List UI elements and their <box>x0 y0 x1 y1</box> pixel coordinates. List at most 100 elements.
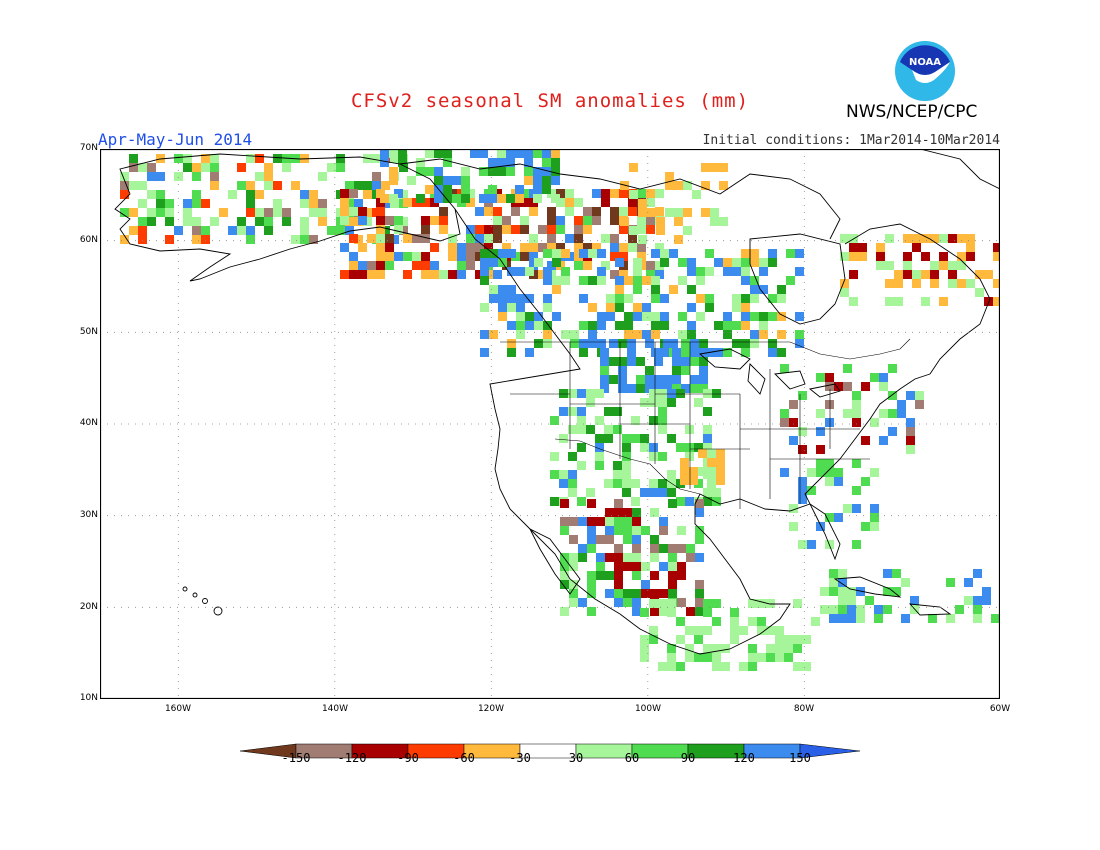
noaa-logo-icon: NOAA <box>895 41 955 101</box>
anomaly-cell <box>543 303 552 312</box>
anomaly-cell <box>543 267 552 276</box>
anomaly-cell <box>619 252 628 261</box>
anomaly-cell <box>750 249 759 258</box>
anomaly-cell <box>399 226 408 235</box>
anomaly-cell <box>651 330 660 339</box>
anomaly-cell <box>246 226 255 235</box>
anomaly-cell <box>795 312 804 321</box>
anomaly-cell <box>618 384 627 393</box>
anomaly-cell <box>484 243 493 252</box>
anomaly-cell <box>165 217 174 226</box>
anomaly-cell <box>385 243 394 252</box>
anomaly-cell <box>834 513 843 522</box>
anomaly-cell <box>786 249 795 258</box>
anomaly-cell <box>614 580 623 589</box>
anomaly-cell <box>705 303 714 312</box>
anomaly-cell <box>597 267 606 276</box>
anomaly-cell <box>550 470 559 479</box>
anomaly-cell <box>542 185 551 194</box>
anomaly-cell <box>807 540 816 549</box>
anomaly-cell <box>609 357 618 366</box>
anomaly-cell <box>120 190 129 199</box>
anomaly-cell <box>705 267 714 276</box>
anomaly-cell <box>921 297 930 306</box>
anomaly-cell <box>192 217 201 226</box>
anomaly-cell <box>367 270 376 279</box>
anomaly-cell <box>685 425 694 434</box>
anomaly-cell <box>349 270 358 279</box>
anomaly-cell <box>640 443 649 452</box>
anomaly-cell <box>600 366 609 375</box>
anomaly-cell <box>689 467 698 476</box>
anomaly-cell <box>646 261 655 270</box>
anomaly-cell <box>973 605 982 614</box>
anomaly-cell <box>588 276 597 285</box>
anomaly-cell <box>780 364 789 373</box>
anomaly-cell <box>629 226 638 235</box>
anomaly-cell <box>685 452 694 461</box>
anomaly-cell <box>394 252 403 261</box>
anomaly-cell <box>264 226 273 235</box>
anomaly-cell <box>705 294 714 303</box>
anomaly-cell <box>524 158 533 167</box>
anomaly-cell <box>461 176 470 185</box>
anomaly-cell <box>547 234 556 243</box>
anomaly-cell <box>147 172 156 181</box>
anomaly-cell <box>255 172 264 181</box>
anomaly-cell <box>556 243 565 252</box>
anomaly-cell <box>363 181 372 190</box>
anomaly-cell <box>588 321 597 330</box>
lon-label-80w: 80W <box>793 704 815 714</box>
anomaly-cell <box>493 225 502 234</box>
anomaly-cell <box>282 163 291 172</box>
anomaly-cell <box>687 258 696 267</box>
anomaly-cell <box>394 189 403 198</box>
anomaly-cell <box>723 321 732 330</box>
anomaly-cell <box>665 172 674 181</box>
anomaly-cell <box>559 407 568 416</box>
anomaly-cell <box>619 225 628 234</box>
anomaly-cell <box>667 470 676 479</box>
anomaly-cell <box>676 662 685 671</box>
anomaly-cell <box>973 569 982 578</box>
anomaly-cell <box>834 468 843 477</box>
anomaly-cell <box>659 589 668 598</box>
anomaly-cell <box>624 330 633 339</box>
anomaly-cell <box>723 348 732 357</box>
anomaly-cell <box>237 217 246 226</box>
anomaly-cell <box>802 635 811 644</box>
anomaly-cell <box>475 234 484 243</box>
anomaly-cell <box>403 198 412 207</box>
anomaly-cell <box>892 569 901 578</box>
anomaly-cell <box>604 425 613 434</box>
anomaly-cell <box>775 644 784 653</box>
anomaly-cell <box>816 427 825 436</box>
anomaly-cell <box>533 185 542 194</box>
anomaly-cell <box>515 185 524 194</box>
anomaly-cell <box>699 357 708 366</box>
anomaly-cell <box>556 225 565 234</box>
anomaly-cell <box>577 497 586 506</box>
anomaly-cell <box>282 208 291 217</box>
anomaly-cell <box>957 261 966 270</box>
anomaly-cell <box>394 216 403 225</box>
anomaly-cell <box>246 199 255 208</box>
anomaly-cell <box>632 562 641 571</box>
anomaly-cell <box>416 158 425 167</box>
anomaly-cell <box>732 267 741 276</box>
anomaly-cell <box>930 261 939 270</box>
anomaly-cell <box>748 662 757 671</box>
anomaly-cell <box>430 216 439 225</box>
anomaly-cell <box>174 172 183 181</box>
anomaly-cell <box>246 181 255 190</box>
anomaly-cell <box>694 443 703 452</box>
anomaly-cell <box>677 598 686 607</box>
anomaly-cell <box>777 294 786 303</box>
anomaly-cell <box>668 571 677 580</box>
anomaly-cell <box>642 330 651 339</box>
anomaly-cell <box>637 189 646 198</box>
anomaly-cell <box>628 207 637 216</box>
anomaly-cell <box>687 303 696 312</box>
anomaly-cell <box>376 243 385 252</box>
anomaly-cell <box>606 312 615 321</box>
